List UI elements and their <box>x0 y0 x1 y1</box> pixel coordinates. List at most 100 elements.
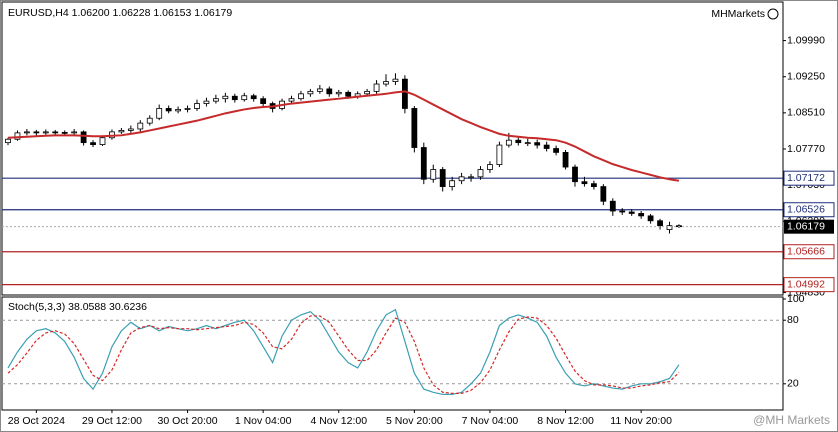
candle-body <box>524 142 531 145</box>
candle-body <box>477 169 484 178</box>
candle-body <box>203 100 210 104</box>
y-tick-label: 1.09990 <box>787 34 825 46</box>
candle-body <box>23 131 30 134</box>
ohlc: 1.06228 <box>113 7 151 19</box>
x-tick-label: 28 Oct 2024 <box>8 415 65 427</box>
last-price-label: 1.06179 <box>787 220 825 232</box>
candle-body <box>127 128 134 131</box>
candle-body <box>373 83 380 92</box>
candle-body <box>411 108 418 148</box>
candle-body <box>288 98 295 102</box>
level-label-box <box>783 170 835 186</box>
candle-body <box>392 78 399 82</box>
candle-body <box>137 122 144 130</box>
candle-body <box>609 200 616 212</box>
stoch-name: Stoch(5,3,3) <box>8 301 65 313</box>
candle-body <box>449 180 456 187</box>
y-tick-label: 1.07770 <box>787 143 825 155</box>
last-price-box <box>784 219 834 234</box>
candle-body <box>316 88 323 92</box>
candle-body <box>5 138 11 144</box>
stoch-signal <box>7 315 680 394</box>
candle-body <box>260 98 267 104</box>
candle-body <box>194 103 200 109</box>
candle-body <box>420 147 427 180</box>
candle-body <box>80 131 87 144</box>
level-label: 1.04992 <box>787 278 825 290</box>
stoch-panel <box>1 296 784 411</box>
brand-icon <box>767 8 779 20</box>
candle-body <box>33 131 40 134</box>
stoch-k: 38.0588 <box>68 301 106 313</box>
candle-body <box>591 183 597 187</box>
candle-body <box>184 108 191 110</box>
candle-body <box>496 144 503 166</box>
x-tick-label: 7 Nov 04:00 <box>462 415 519 427</box>
candle-body <box>439 169 446 187</box>
candle-body <box>52 131 59 134</box>
candle-body <box>628 211 635 214</box>
candle-body <box>298 93 304 100</box>
candle-body <box>581 181 588 185</box>
candle-body <box>543 144 550 149</box>
candle-body <box>657 220 663 227</box>
candle-body <box>364 90 371 95</box>
y-tick-label: 100 <box>787 293 805 305</box>
ohlc: 1.06179 <box>194 7 232 19</box>
candle-body <box>515 139 522 144</box>
header: EURUSD,H4 1.06200 1.06228 1.06153 1.0617… <box>8 7 232 19</box>
candle-body <box>326 88 333 95</box>
candle-body <box>401 78 408 109</box>
candle-body <box>647 215 654 222</box>
y-tick-label: 20 <box>787 378 799 390</box>
candle-body <box>383 81 389 85</box>
level-label-box <box>783 277 835 293</box>
candle-body <box>99 137 106 145</box>
stoch-main <box>7 308 680 395</box>
x-tick-label: 29 Oct 12:00 <box>82 415 142 427</box>
candle-body <box>118 130 125 133</box>
candle-body <box>487 164 493 170</box>
candle-body <box>250 95 257 100</box>
candle-body <box>231 95 238 101</box>
candle-body <box>619 210 626 213</box>
candle-body <box>212 98 219 102</box>
y-tick-label: 80 <box>787 314 799 326</box>
candle-body <box>61 131 68 134</box>
candle-body <box>335 91 342 95</box>
candle-body <box>666 225 673 230</box>
brand: MHMarkets <box>711 8 765 20</box>
candle-body <box>505 139 512 146</box>
candle-body <box>146 117 153 124</box>
level-label: 1.06526 <box>787 204 825 216</box>
level-label: 1.05666 <box>787 246 825 258</box>
candle-body <box>222 95 229 100</box>
x-tick-label: 11 Nov 20:00 <box>610 415 672 427</box>
ohlc: 1.06153 <box>153 7 191 19</box>
candle-body <box>156 108 163 119</box>
stoch-d: 30.6236 <box>109 301 147 313</box>
candle-body <box>600 186 607 202</box>
ohlc: 1.06200 <box>72 7 110 19</box>
candle-body <box>42 131 49 134</box>
candle-body <box>572 166 578 183</box>
candle-body <box>307 90 314 95</box>
candle-body <box>553 148 559 153</box>
x-tick-label: 4 Nov 12:00 <box>310 415 367 427</box>
x-tick-label: 1 Nov 04:00 <box>235 415 292 427</box>
symbol: EURUSD,H4 <box>8 7 69 19</box>
level-label-box <box>783 202 835 218</box>
candle-body <box>14 132 21 140</box>
candle-body <box>430 169 437 180</box>
watermark: @MH Markets <box>753 413 830 427</box>
candle-body <box>468 176 474 179</box>
x-tick-label: 8 Nov 12:00 <box>537 415 594 427</box>
x-tick-label: 30 Oct 20:00 <box>157 415 217 427</box>
candle-body <box>241 95 248 101</box>
candle-body <box>562 152 569 168</box>
level-label: 1.07172 <box>787 172 825 184</box>
moving-average <box>7 90 680 182</box>
candle-body <box>175 109 182 112</box>
